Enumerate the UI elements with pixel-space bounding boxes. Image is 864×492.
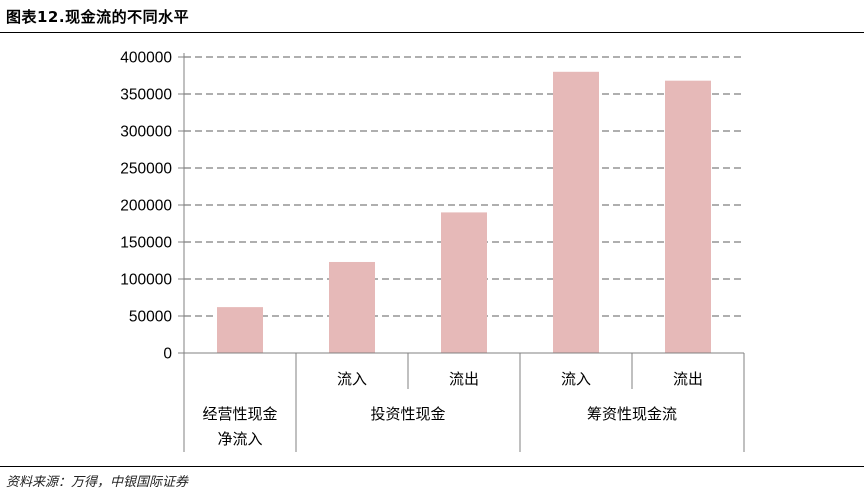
y-tick-label: 300000 [120, 124, 172, 141]
title-divider [0, 32, 864, 33]
y-tick-label: 0 [163, 346, 172, 363]
bar [329, 261, 375, 353]
x-sub-label: 流入 [561, 370, 591, 388]
x-group-label: 经营性现金 [202, 405, 277, 423]
y-tick-label: 100000 [120, 272, 172, 289]
x-group-label: 投资性现金 [370, 405, 445, 423]
bars [217, 71, 711, 354]
axes [178, 53, 745, 452]
bar [441, 212, 487, 353]
bar [217, 307, 263, 353]
y-tick-label: 250000 [120, 161, 172, 178]
x-sub-label: 流出 [673, 370, 703, 388]
bar-chart: 0 50000 100000 150000 200000 250000 300000 3500… [120, 50, 745, 452]
y-tick-label: 350000 [120, 87, 172, 104]
x-sub-label: 流出 [449, 370, 479, 388]
y-tick-label: 400000 [120, 50, 172, 67]
bar [665, 80, 711, 354]
y-tick-label: 150000 [120, 235, 172, 252]
bar [553, 71, 599, 354]
x-group-label: 净流入 [217, 430, 262, 448]
x-sub-label: 流入 [337, 370, 367, 388]
y-tick-label: 200000 [120, 198, 172, 215]
source-note: 资料来源：万得，中银国际证券 [6, 475, 189, 490]
source-divider [0, 466, 864, 467]
y-tick-label: 50000 [129, 309, 172, 326]
y-tick-labels: 0 50000 100000 150000 200000 250000 300000 3500… [120, 50, 172, 363]
chart-title: 图表12.现金流的不同水平 [6, 8, 190, 26]
x-group-label: 筹资性现金流 [587, 405, 677, 423]
